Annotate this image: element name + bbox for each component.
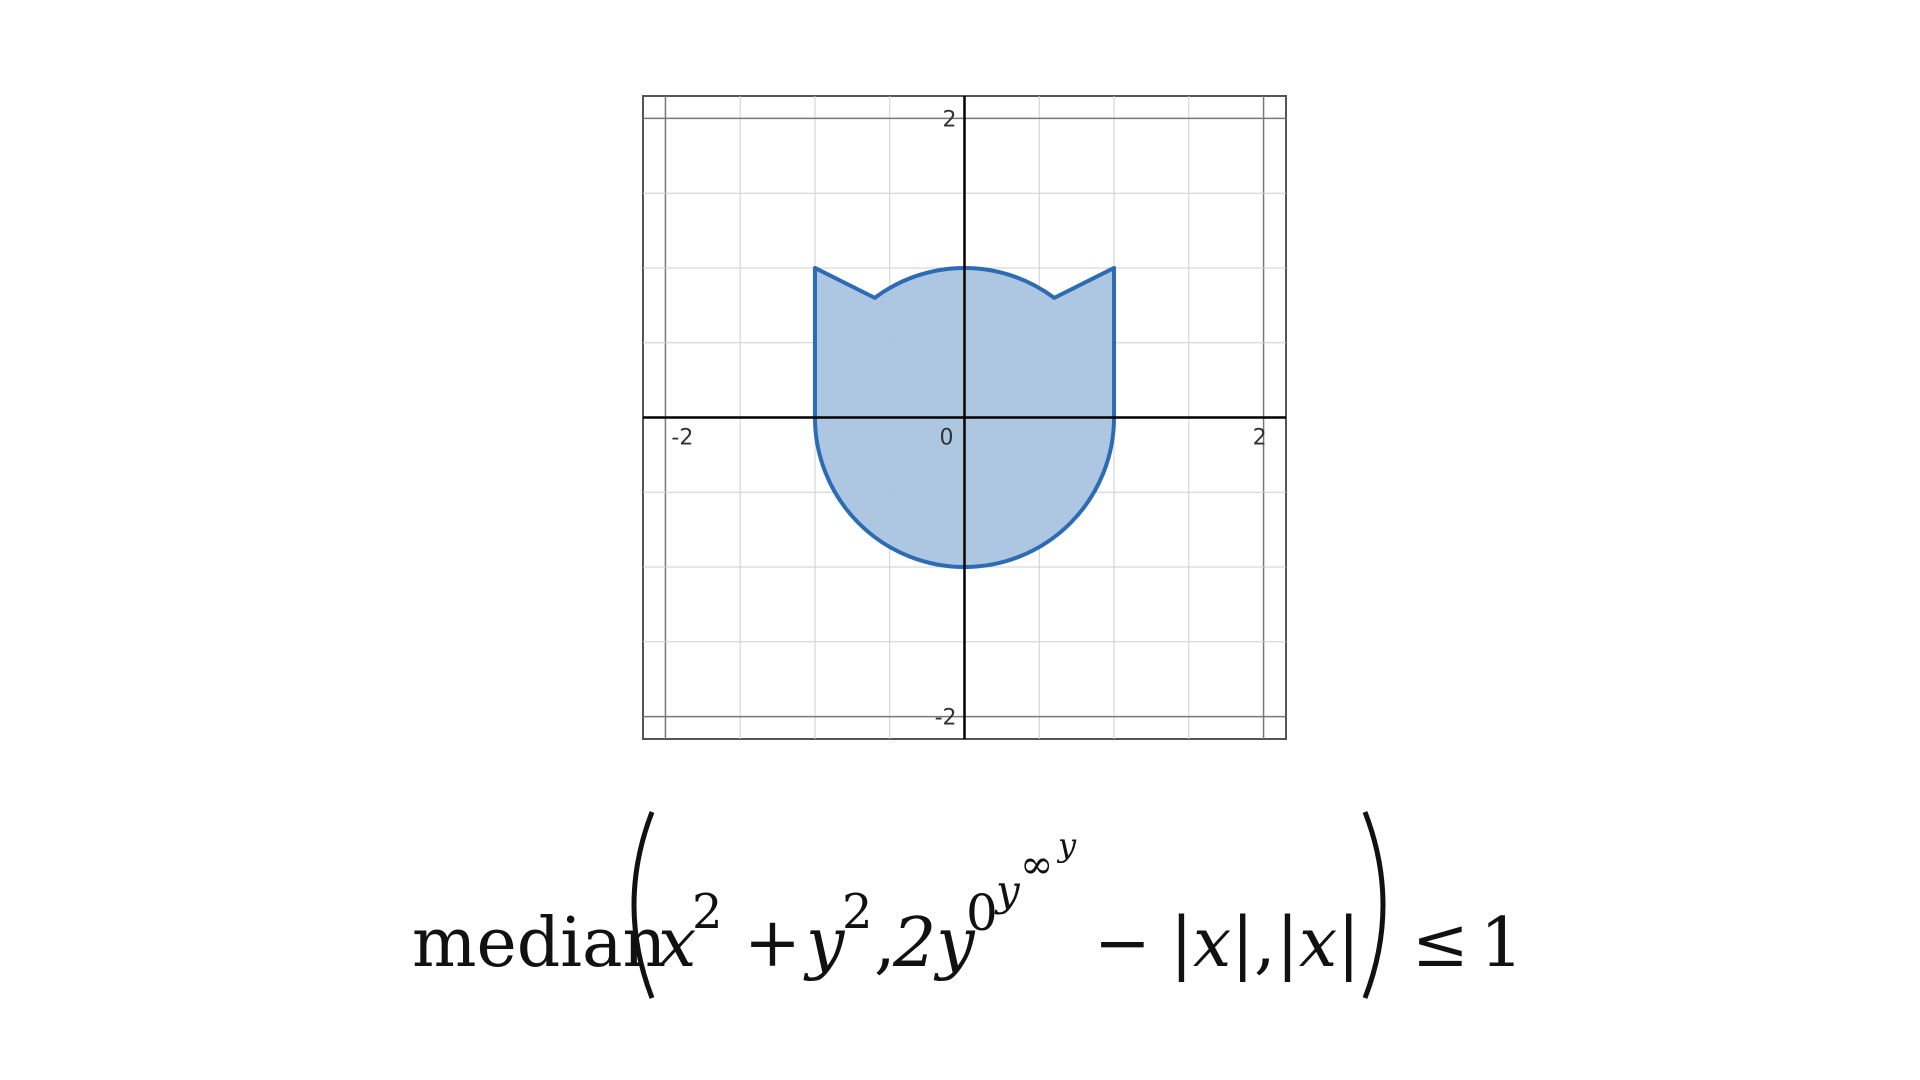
x-tick-label: 2: [1253, 426, 1267, 451]
x-tick-label: -2: [671, 426, 693, 451]
tick-labels: -2 0 2 2 -2: [671, 107, 1266, 730]
formula-relation: ≤: [1412, 904, 1469, 983]
formula-plus: +: [744, 904, 801, 983]
formula-rhs: 1: [1480, 904, 1523, 983]
formula-minus: −: [1094, 904, 1151, 983]
formula-func-name: median: [412, 904, 666, 983]
formula-comma-1: ,: [874, 904, 896, 983]
axes: [643, 96, 1286, 739]
formula-x: x: [658, 904, 696, 983]
formula-x-exp: 2: [692, 884, 723, 940]
formula: median x 2 + y 2 , 2y 0 y ∞ y − |x| , |x…: [412, 811, 1523, 999]
y-tick-label: 2: [943, 107, 957, 132]
formula-comma-2: ,: [1254, 904, 1276, 983]
formula-abs-2: |x|: [1276, 904, 1360, 983]
formula-exp-0: 0: [966, 884, 998, 942]
formula-exp-inf-y: y: [1056, 826, 1077, 864]
formula-exp-inf: ∞: [1020, 842, 1053, 888]
formula-left-paren: [631, 811, 655, 999]
formula-right-paren: [1362, 811, 1386, 999]
formula-exp-y: y: [994, 866, 1021, 915]
formula-y: y: [803, 904, 846, 983]
formula-y-exp: 2: [842, 884, 873, 940]
formula-abs-1: |x|: [1170, 904, 1254, 983]
x-tick-label: 0: [940, 426, 954, 451]
y-tick-label: -2: [935, 706, 957, 731]
formula-2y: 2y: [892, 904, 976, 983]
